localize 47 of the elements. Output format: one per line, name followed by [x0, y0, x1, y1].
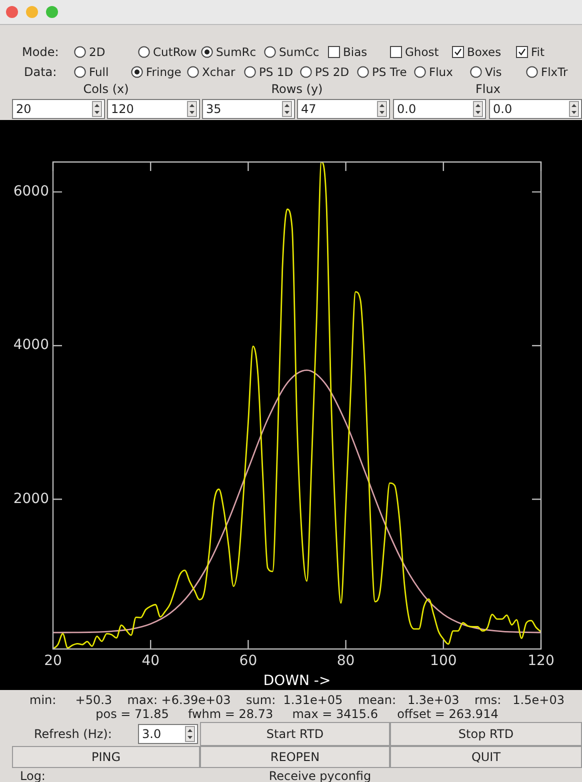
text: Mode: [22, 45, 59, 59]
text: pos = 71.85 fwhm = 28.73 max = 3415.6 offset = 263.914 [96, 707, 498, 721]
text: Xchar [202, 65, 236, 79]
text: Bias [343, 45, 368, 59]
text: 20 [16, 102, 32, 116]
text: Fit [531, 45, 544, 59]
text: Flux [429, 65, 453, 79]
text: 0.0 [397, 102, 416, 116]
text: 0.0 [493, 102, 512, 116]
text: REOPEN [270, 750, 320, 764]
text: Refresh (Hz): [34, 727, 112, 741]
x-tick-label: 60 [239, 653, 258, 670]
text: SumRc [216, 45, 256, 59]
text: PS Tre [372, 65, 407, 79]
text: FlxTr [541, 65, 568, 79]
text: QUIT [471, 750, 501, 764]
x-tick-label: 100 [430, 653, 457, 670]
text: Boxes [467, 45, 502, 59]
text: Fringe [146, 65, 182, 79]
text: Start RTD [266, 727, 324, 741]
y-tick-label: 4000 [13, 337, 49, 354]
text: 47 [301, 102, 316, 116]
text: Cols (x) [83, 82, 129, 96]
x-axis-title: DOWN -> [263, 673, 331, 690]
text: min: +50.3 max: +6.39e+03 sum: 1.31e+05 mean: 1.3e+03 rms: 1.5e+03 [30, 693, 564, 707]
text: CutRow [153, 45, 197, 59]
text: Vis [485, 65, 502, 79]
text: 3.0 [142, 727, 162, 741]
text: Rows (y) [271, 82, 323, 96]
text: Flux [476, 82, 500, 96]
text: SumCc [279, 45, 320, 59]
text: Data: [24, 65, 57, 79]
text: 120 [111, 102, 134, 116]
text: 35 [206, 102, 222, 116]
y-tick-label: 6000 [13, 184, 49, 200]
x-tick-label: 20 [44, 653, 62, 670]
x-tick-label: 120 [528, 653, 554, 670]
text: Ghost [405, 45, 439, 59]
text: Stop RTD [458, 727, 514, 741]
text: Full [89, 65, 109, 79]
text: PS 2D [315, 65, 350, 79]
text: PING [91, 750, 121, 764]
text: 2D [89, 45, 106, 59]
x-tick-label: 40 [142, 653, 160, 670]
x-tick-label: 80 [336, 653, 355, 670]
y-tick-label: 2000 [13, 490, 49, 507]
text: PS 1D [259, 65, 294, 79]
